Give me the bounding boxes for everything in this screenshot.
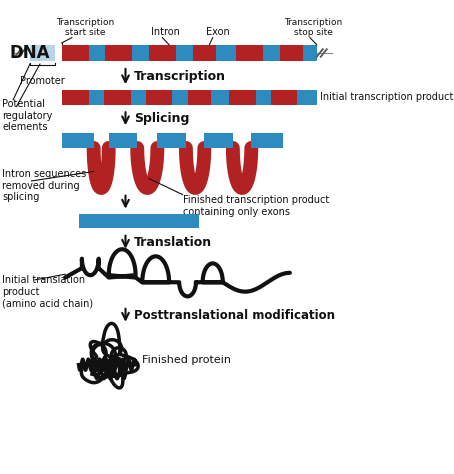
- Bar: [62, 90, 89, 105]
- Bar: [55, 45, 62, 61]
- Bar: [62, 133, 94, 148]
- Text: Finished transcription product
containing only exons: Finished transcription product containin…: [183, 195, 329, 217]
- Bar: [271, 90, 296, 105]
- Bar: [62, 90, 317, 105]
- Bar: [20, 45, 30, 61]
- Bar: [236, 45, 263, 61]
- Bar: [104, 90, 131, 105]
- Bar: [62, 45, 317, 61]
- Text: Finished protein: Finished protein: [142, 355, 231, 365]
- Text: Initial translation
product
(amino acid chain): Initial translation product (amino acid …: [2, 275, 93, 309]
- Bar: [105, 45, 132, 61]
- Text: Splicing: Splicing: [134, 112, 189, 125]
- Text: Transcription
start site: Transcription start site: [56, 18, 114, 37]
- Bar: [229, 90, 257, 105]
- Text: DNA: DNA: [10, 44, 50, 62]
- Bar: [30, 45, 55, 61]
- Bar: [188, 90, 211, 105]
- Bar: [204, 133, 233, 148]
- Bar: [146, 90, 173, 105]
- Text: Initial transcription product: Initial transcription product: [320, 92, 454, 102]
- Text: Posttranslational modification: Posttranslational modification: [134, 309, 335, 322]
- Bar: [149, 45, 176, 61]
- Bar: [79, 214, 199, 228]
- Text: Intron: Intron: [151, 27, 180, 37]
- Text: Promoter: Promoter: [20, 76, 65, 86]
- Bar: [109, 133, 137, 148]
- Text: Potential
regulatory
elements: Potential regulatory elements: [2, 99, 52, 132]
- Text: Exon: Exon: [206, 27, 230, 37]
- Text: Translation: Translation: [134, 236, 212, 249]
- Bar: [62, 45, 89, 61]
- Text: Intron sequences
removed during
splicing: Intron sequences removed during splicing: [2, 169, 86, 202]
- Bar: [192, 45, 216, 61]
- Bar: [252, 133, 283, 148]
- Text: Transcription
stop site: Transcription stop site: [284, 18, 342, 37]
- Bar: [158, 133, 186, 148]
- Bar: [280, 45, 303, 61]
- Text: Transcription: Transcription: [134, 70, 226, 83]
